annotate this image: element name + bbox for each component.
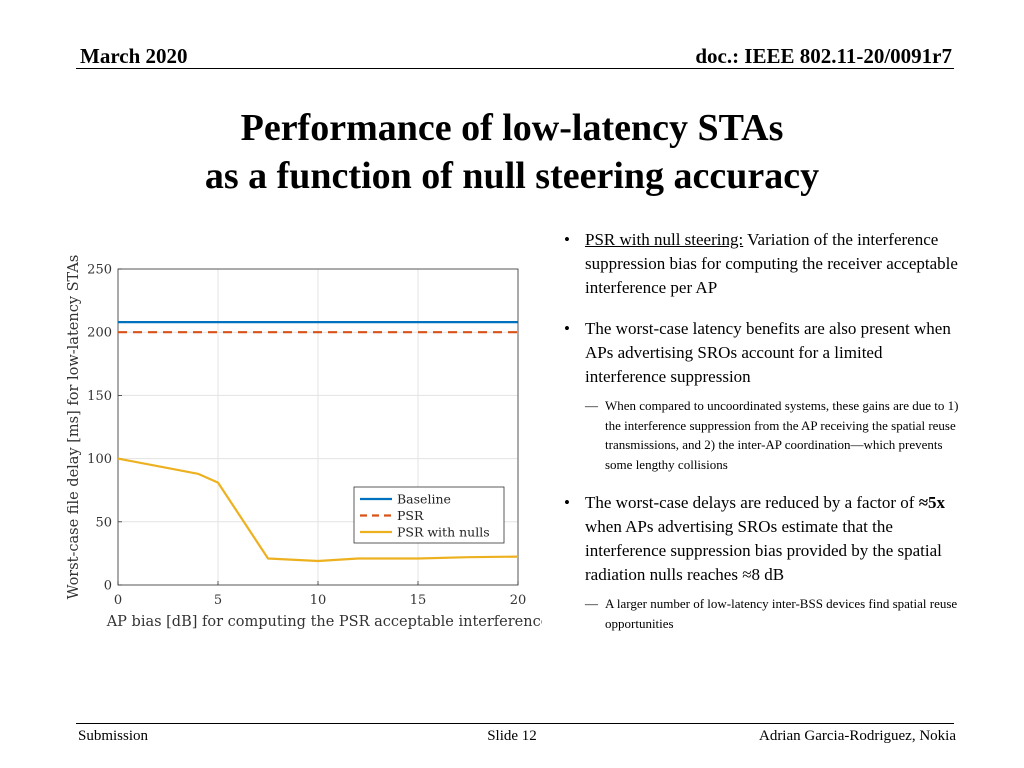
slide-title: Performance of low-latency STAs as a fun…	[0, 104, 1024, 200]
sub-bullet-marker: —	[585, 398, 598, 413]
bullet-marker: •	[564, 319, 570, 338]
x-tick-label: 10	[310, 593, 327, 608]
x-tick-label: 15	[410, 593, 427, 608]
slide-title-line-1: Performance of low-latency STAs	[240, 107, 784, 149]
x-tick-label: 5	[214, 593, 222, 608]
header-date: March 2020	[80, 44, 188, 68]
legend-label: PSR	[397, 508, 424, 523]
sub-bullet-marker: —	[585, 596, 598, 611]
y-tick-label: 0	[104, 579, 112, 594]
bullet-text: when APs advertising SROs estimate that …	[585, 517, 942, 584]
bullet-item-1: • PSR with null steering: Variation of t…	[562, 228, 962, 300]
bullet-list: • PSR with null steering: Variation of t…	[562, 228, 962, 650]
x-axis-label: AP bias [dB] for computing the PSR accep…	[106, 614, 542, 630]
sub-bullet-text: When compared to uncoordinated systems, …	[605, 398, 959, 472]
footer-author: Adrian Garcia-Rodriguez, Nokia	[758, 728, 956, 744]
y-tick-label: 250	[87, 263, 112, 278]
footer-slide-number: Slide 12	[487, 728, 537, 744]
bullet-item-3: • The worst-case delays are reduced by a…	[562, 491, 962, 633]
y-tick-label: 100	[87, 452, 112, 467]
sub-bullet-text: A larger number of low-latency inter-BSS…	[605, 596, 958, 631]
y-tick-label: 200	[87, 326, 112, 341]
sub-bullet: — A larger number of low-latency inter-B…	[585, 594, 962, 633]
sub-bullet: — When compared to uncoordinated systems…	[585, 396, 962, 474]
footer-submission: Submission	[78, 728, 149, 744]
bullet-text: The worst-case delays are reduced by a f…	[585, 493, 919, 512]
bullet-text: The worst-case latency benefits are also…	[585, 319, 951, 386]
bullet-text: Variation of the interference suppressio…	[585, 230, 958, 297]
x-tick-label: 20	[510, 593, 527, 608]
bullet-lead: PSR with null steering:	[585, 230, 744, 249]
x-tick-label: 0	[114, 593, 122, 608]
legend-label: PSR with nulls	[397, 525, 490, 540]
header-doc-id: doc.: IEEE 802.11-20/0091r7	[695, 44, 952, 68]
y-tick-label: 150	[87, 389, 112, 404]
bullet-emphasis: ≈5x	[918, 493, 946, 512]
bullet-marker: •	[564, 230, 570, 249]
slide-title-line-2: as a function of null steering accuracy	[204, 155, 820, 197]
y-axis-label: Worst-case file delay [ms] for low-laten…	[66, 255, 82, 599]
footer-divider	[76, 723, 954, 724]
y-tick-label: 50	[95, 515, 112, 530]
series-line-psr-with-nulls	[117, 457, 519, 563]
bullet-item-2: • The worst-case latency benefits are al…	[562, 317, 962, 474]
header-divider	[76, 68, 954, 69]
legend-label: Baseline	[397, 492, 451, 507]
bullet-marker: •	[564, 493, 570, 512]
